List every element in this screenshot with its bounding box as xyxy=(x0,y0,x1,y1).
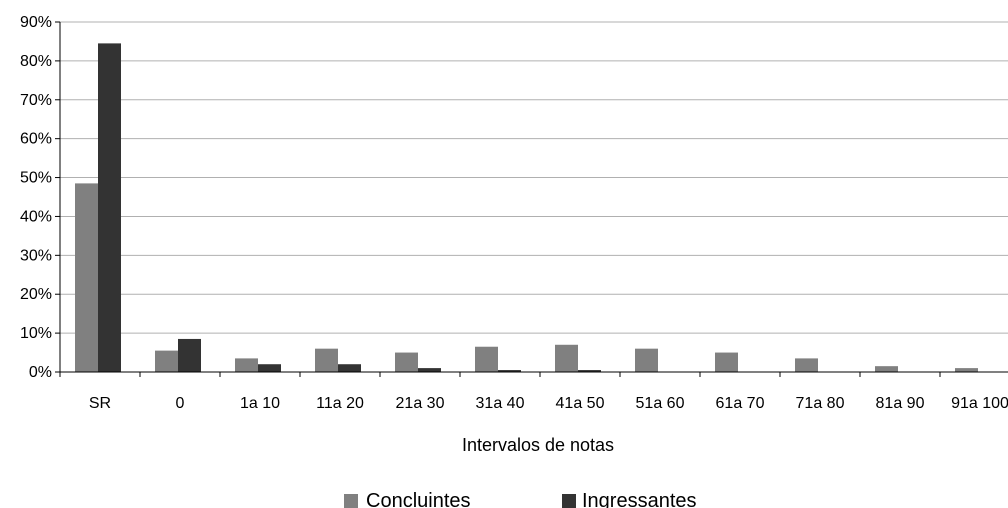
y-tick-label: 60% xyxy=(20,131,52,148)
legend-swatch-ingressantes xyxy=(562,494,576,508)
x-tick-label: 0 xyxy=(176,395,185,412)
x-tick-label: 51a 60 xyxy=(636,395,685,412)
legend-swatch-concluintes xyxy=(344,494,358,508)
bar-concluintes-9 xyxy=(795,358,818,372)
x-tick-label: 71a 80 xyxy=(796,395,845,412)
bar-concluintes-8 xyxy=(715,352,738,372)
bar-concluintes-3 xyxy=(315,348,338,372)
bar-ingressantes-5 xyxy=(498,370,521,372)
bar-concluintes-2 xyxy=(235,358,258,372)
y-tick-label: 10% xyxy=(20,325,52,342)
x-tick-label: 21a 30 xyxy=(396,395,445,412)
x-tick-label: 31a 40 xyxy=(476,395,525,412)
bar-concluintes-4 xyxy=(395,352,418,372)
bar-concluintes-5 xyxy=(475,346,498,372)
bar-ingressantes-2 xyxy=(258,364,281,372)
y-tick-label: 20% xyxy=(20,286,52,303)
legend-label-concluintes: Concluintes xyxy=(366,490,471,508)
legend-label-ingressantes: Ingressantes xyxy=(582,490,697,508)
y-tick-label: 50% xyxy=(20,170,52,187)
y-tick-label: 70% xyxy=(20,92,52,109)
x-tick-label: 41a 50 xyxy=(556,395,605,412)
bar-concluintes-6 xyxy=(555,344,578,372)
x-tick-label: 61a 70 xyxy=(716,395,765,412)
bar-concluintes-7 xyxy=(635,348,658,372)
axes xyxy=(59,22,1008,373)
y-tick-label: 90% xyxy=(20,14,52,31)
y-tick-label: 0% xyxy=(29,364,52,381)
y-tick-label: 80% xyxy=(20,53,52,70)
y-tick-label: 40% xyxy=(20,208,52,225)
legend: Concluintes Ingressantes xyxy=(344,490,697,508)
bars xyxy=(75,43,978,373)
bar-ingressantes-1 xyxy=(178,338,201,372)
x-tick-label: 1a 10 xyxy=(240,395,280,412)
x-tick-label: 81a 90 xyxy=(876,395,925,412)
x-tick-label: SR xyxy=(89,395,111,412)
x-tick-label: 91a 100 xyxy=(951,395,1008,412)
bar-ingressantes-4 xyxy=(418,368,441,372)
bar-concluintes-10 xyxy=(875,366,898,372)
bar-ingressantes-0 xyxy=(98,43,121,373)
y-axis-ticks: 0% 10% 20% 30% 40% 50% 60% 70% 80% 90% xyxy=(20,14,60,381)
bar-concluintes-0 xyxy=(75,183,98,372)
x-axis-title: Intervalos de notas xyxy=(462,435,614,455)
bar-concluintes-11 xyxy=(955,368,978,372)
bar-ingressantes-6 xyxy=(578,370,601,372)
bar-ingressantes-3 xyxy=(338,364,361,372)
y-tick-label: 30% xyxy=(20,247,52,264)
x-axis-ticks: SR 0 1a 10 11a 20 21a 30 31a 40 41a 50 51a 60 61… xyxy=(59,372,1008,412)
gridlines xyxy=(60,21,1008,334)
x-tick-label: 11a 20 xyxy=(316,395,364,412)
bar-concluintes-1 xyxy=(155,350,178,372)
